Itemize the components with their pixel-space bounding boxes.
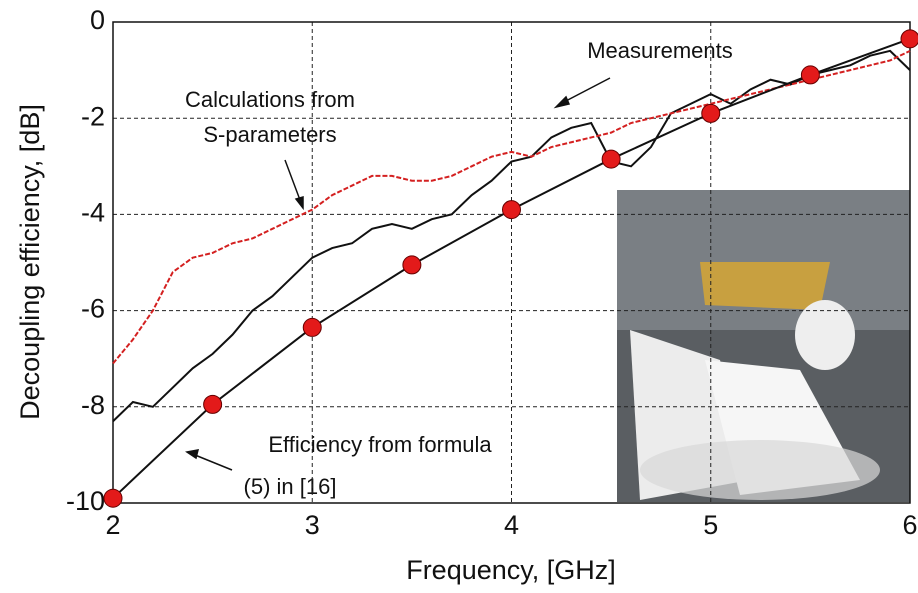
x-tick-label: 3 (305, 510, 320, 540)
annotation: (5) in [16] (244, 474, 337, 499)
inset-photo (617, 190, 910, 502)
y-tick-label: 0 (90, 5, 105, 35)
marker (701, 103, 721, 123)
marker (402, 255, 422, 275)
arrows (185, 77, 611, 471)
annotation: Efficiency from formula (268, 432, 492, 457)
marker (302, 317, 322, 337)
x-tick-label: 4 (504, 510, 519, 540)
y-tick-label: -8 (81, 390, 105, 420)
y-tick-label: -2 (81, 101, 105, 131)
marker (203, 394, 223, 414)
x-tick-label: 6 (902, 510, 917, 540)
x-axis-label: Frequency, [GHz] (406, 555, 616, 585)
annotation: Measurements (587, 38, 733, 63)
series-line (112, 49, 911, 422)
annotation: Calculations from (185, 87, 355, 112)
marker (800, 65, 820, 85)
plot-frame (112, 21, 911, 504)
y-axis-label: Decoupling efficiency, [dB] (15, 104, 45, 420)
y-tick-label: -6 (81, 294, 105, 324)
marker (502, 200, 521, 220)
y-tick-label: -4 (81, 198, 105, 228)
marker (900, 29, 918, 49)
marker (601, 149, 621, 169)
series-line (112, 49, 911, 365)
x-tick-label: 2 (105, 510, 120, 540)
x-tick-label: 5 (703, 510, 718, 540)
annotation: S-parameters (203, 122, 336, 147)
marker (103, 488, 123, 508)
y-tick-label: -10 (66, 486, 105, 516)
